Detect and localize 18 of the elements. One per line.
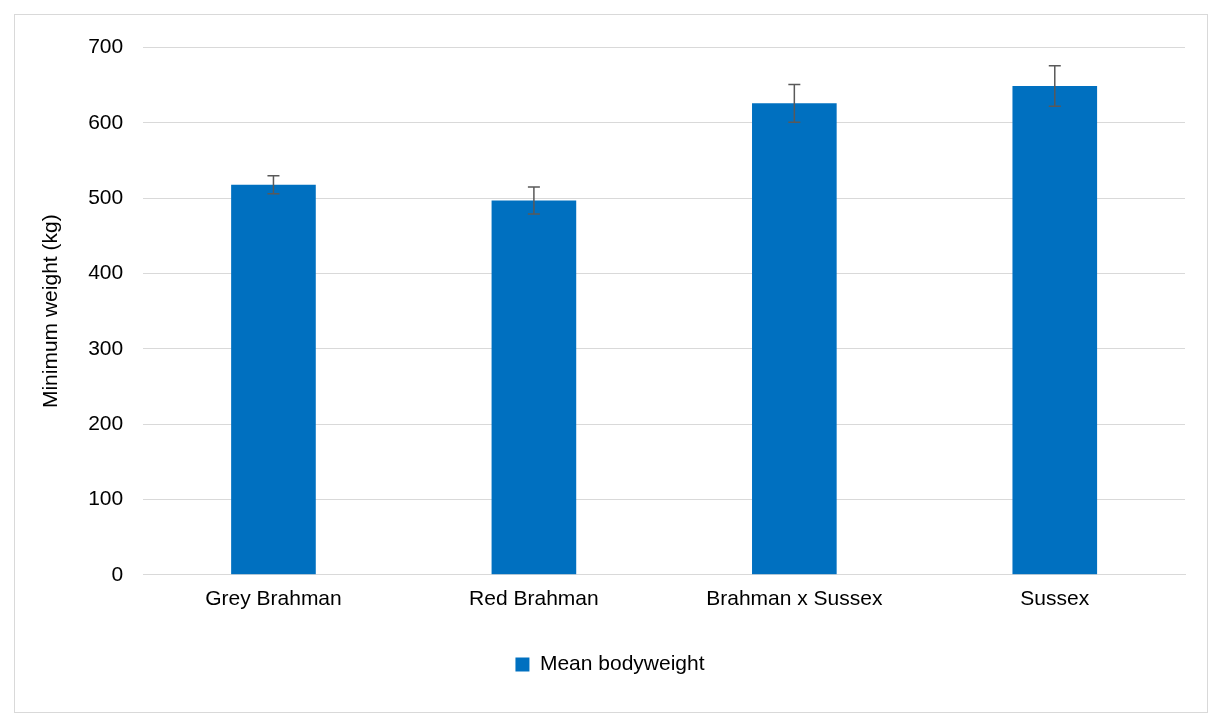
y-axis-title: Minimum weight (kg) [38,214,62,409]
x-tick-label: Red Brahman [469,586,599,610]
bar [1012,86,1098,575]
bar [491,200,577,575]
y-tick-label: 0 [111,561,124,585]
y-tick-label: 600 [88,109,124,133]
y-tick-label: 700 [88,34,124,58]
y-tick-label: 500 [88,185,124,209]
y-tick-label: 400 [88,260,124,284]
bar [752,103,837,575]
y-tick-label: 100 [88,486,124,510]
y-tick-label: 200 [88,410,124,434]
bar [231,184,316,575]
y-tick-label: 300 [88,335,124,359]
x-tick-label: Sussex [1020,586,1090,610]
legend-label: Mean bodyweight [539,651,705,675]
x-tick-label: Grey Brahman [205,586,342,610]
x-tick-label: Brahman x Sussex [706,586,883,610]
